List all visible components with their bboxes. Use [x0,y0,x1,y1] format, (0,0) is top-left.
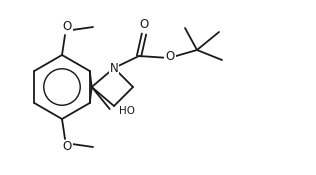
Text: O: O [139,19,149,32]
Text: O: O [62,141,72,153]
Text: O: O [165,51,175,64]
Text: HO: HO [119,106,135,116]
Text: N: N [110,61,118,75]
Text: O: O [62,20,72,33]
